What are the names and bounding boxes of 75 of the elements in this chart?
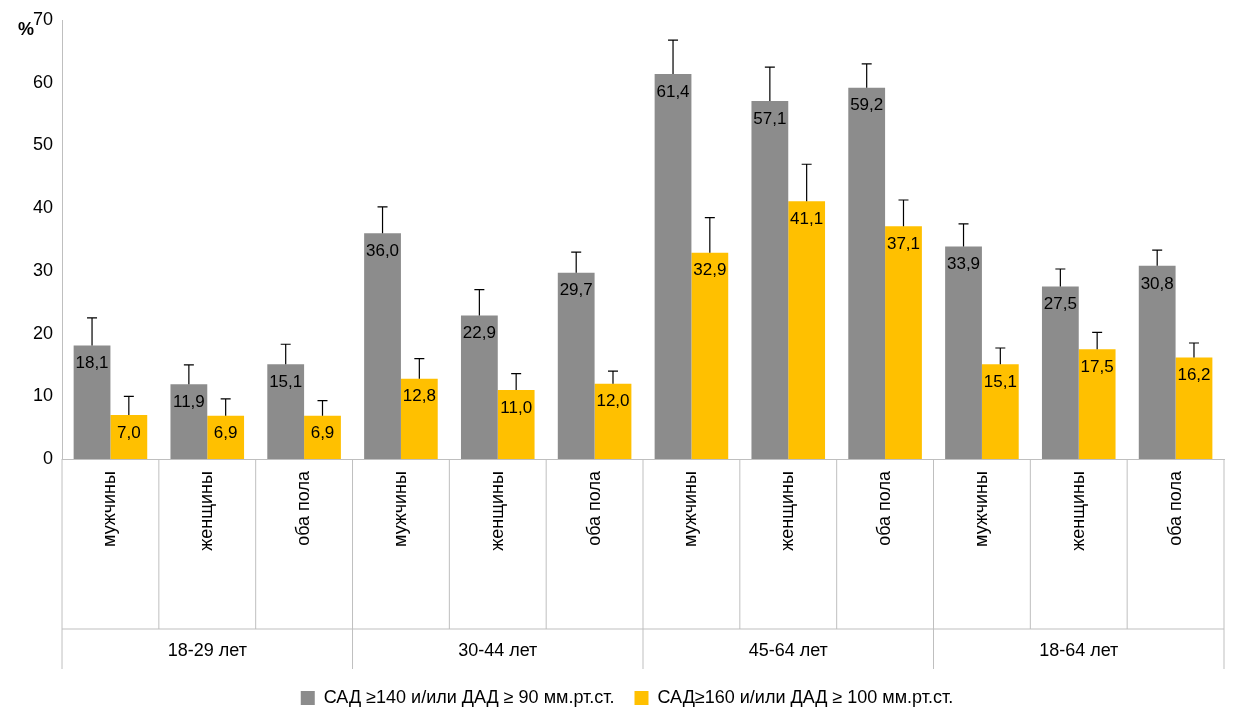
bar [945,246,982,459]
y-tick-label: 50 [32,134,54,155]
data-label: 59,2 [850,95,884,115]
bar [1175,357,1213,459]
data-label: 32,9 [693,260,727,280]
bar [788,201,826,459]
x-tick-label: мужчины [970,471,991,547]
bar [1041,286,1079,459]
y-tick-label: 40 [32,197,54,218]
y-tick-label: 0 [43,447,54,468]
data-label: 11,0 [500,397,533,417]
data-label: 12,0 [596,391,630,411]
bar [110,415,148,459]
y-tick-label: 60 [32,71,54,92]
bar [400,378,438,459]
data-label: 61,4 [656,81,690,101]
bar [594,383,632,459]
x-tick-label: мужчины [389,471,410,547]
data-label: 22,9 [462,323,496,343]
data-label: 11,9 [172,392,205,412]
bar [885,226,922,459]
bar [304,415,341,459]
data-label: 30,8 [1140,273,1174,293]
data-label: 16,2 [1177,365,1211,385]
data-label: 6,9 [213,423,238,443]
data-label: 6,9 [310,423,335,443]
bar [654,73,692,459]
bar [73,345,111,459]
data-label: 33,9 [946,254,981,274]
x-tick-label: оба пола [583,470,604,546]
bar [497,390,535,459]
bar [1138,265,1176,459]
x-tick-label: оба пола [293,470,314,546]
data-label: 27,5 [1043,294,1077,314]
data-label: 12,8 [402,386,436,406]
y-tick-label: 30 [32,259,54,280]
text: 30-44 лет [458,639,538,660]
data-label: 36,0 [365,240,400,260]
bar [170,384,208,459]
y-tick-label: 10 [32,385,54,406]
data-label: 18,1 [75,353,109,373]
data-label: 41,1 [790,208,824,228]
data-label: 15,1 [983,371,1017,391]
y-tick-label: 20 [32,322,54,343]
bar [1078,349,1116,459]
text: 18-64 лет [1039,639,1119,660]
data-label: 7,0 [117,422,141,442]
x-tick-label: мужчины [99,471,120,547]
legend-label: САД≥160 и/или ДАД ≥ 100 мм.рт.ст. [657,686,954,707]
y-tick-label: 70 [32,8,54,29]
x-tick-label: женщины [486,471,507,551]
x-tick-label: оба пола [874,470,895,546]
bar [460,315,498,459]
legend-label: САД ≥140 и/или ДАД ≥ 90 мм.рт.ст. [323,686,615,707]
data-label: 17,5 [1080,356,1114,376]
data-label: 15,1 [269,371,303,391]
bar [981,364,1019,459]
text: 18-29 лет [167,639,247,660]
x-tick-label: женщины [777,471,798,551]
text: 45-64 лет [748,639,828,660]
x-tick-label: мужчины [680,471,701,547]
x-tick-label: оба пола [1164,470,1185,546]
bar [267,364,305,459]
bar [848,87,886,459]
x-tick-label: женщины [1067,471,1088,551]
bar [691,252,729,459]
y-axis-title: % [17,18,34,39]
data-label: 29,7 [559,280,593,300]
bar [751,100,789,459]
bar [557,272,595,459]
bar [364,233,401,459]
bar [207,415,245,459]
data-label: 57,1 [753,108,787,128]
data-label: 37,1 [886,234,921,254]
x-tick-label: женщины [196,471,217,551]
